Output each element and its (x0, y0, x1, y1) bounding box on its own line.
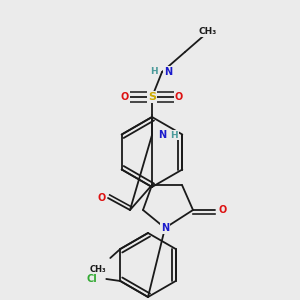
Text: CH₃: CH₃ (90, 265, 106, 274)
Text: O: O (175, 92, 183, 102)
Text: O: O (98, 193, 106, 203)
Text: N: N (161, 223, 169, 233)
Text: H: H (150, 68, 158, 76)
Text: O: O (219, 205, 227, 215)
Text: N: N (164, 67, 172, 77)
Text: H: H (170, 130, 178, 140)
Text: O: O (121, 92, 129, 102)
Text: N: N (158, 130, 166, 140)
Text: S: S (148, 92, 156, 102)
Text: CH₃: CH₃ (199, 28, 217, 37)
Text: Cl: Cl (87, 274, 98, 284)
